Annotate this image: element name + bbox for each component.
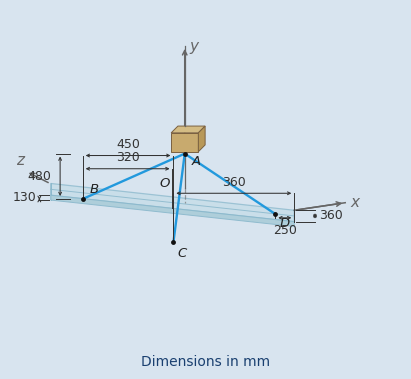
Text: 250: 250 [273,224,297,237]
Text: z: z [16,153,24,168]
Text: Dimensions in mm: Dimensions in mm [141,355,270,369]
Text: 450: 450 [116,138,140,150]
Text: 130: 130 [13,191,36,204]
Text: B: B [90,183,99,196]
Polygon shape [199,126,205,152]
Text: A: A [192,155,201,168]
Text: x: x [350,195,359,210]
Text: C: C [178,247,187,260]
Polygon shape [171,126,205,133]
Text: D: D [280,217,290,230]
Text: O: O [159,177,170,190]
Text: 320: 320 [116,151,139,164]
Polygon shape [51,195,294,227]
Text: y: y [189,39,198,53]
Text: 480: 480 [28,170,51,183]
Polygon shape [171,133,199,152]
Text: 360: 360 [222,176,246,189]
Polygon shape [51,183,294,222]
Text: 360: 360 [319,210,343,222]
